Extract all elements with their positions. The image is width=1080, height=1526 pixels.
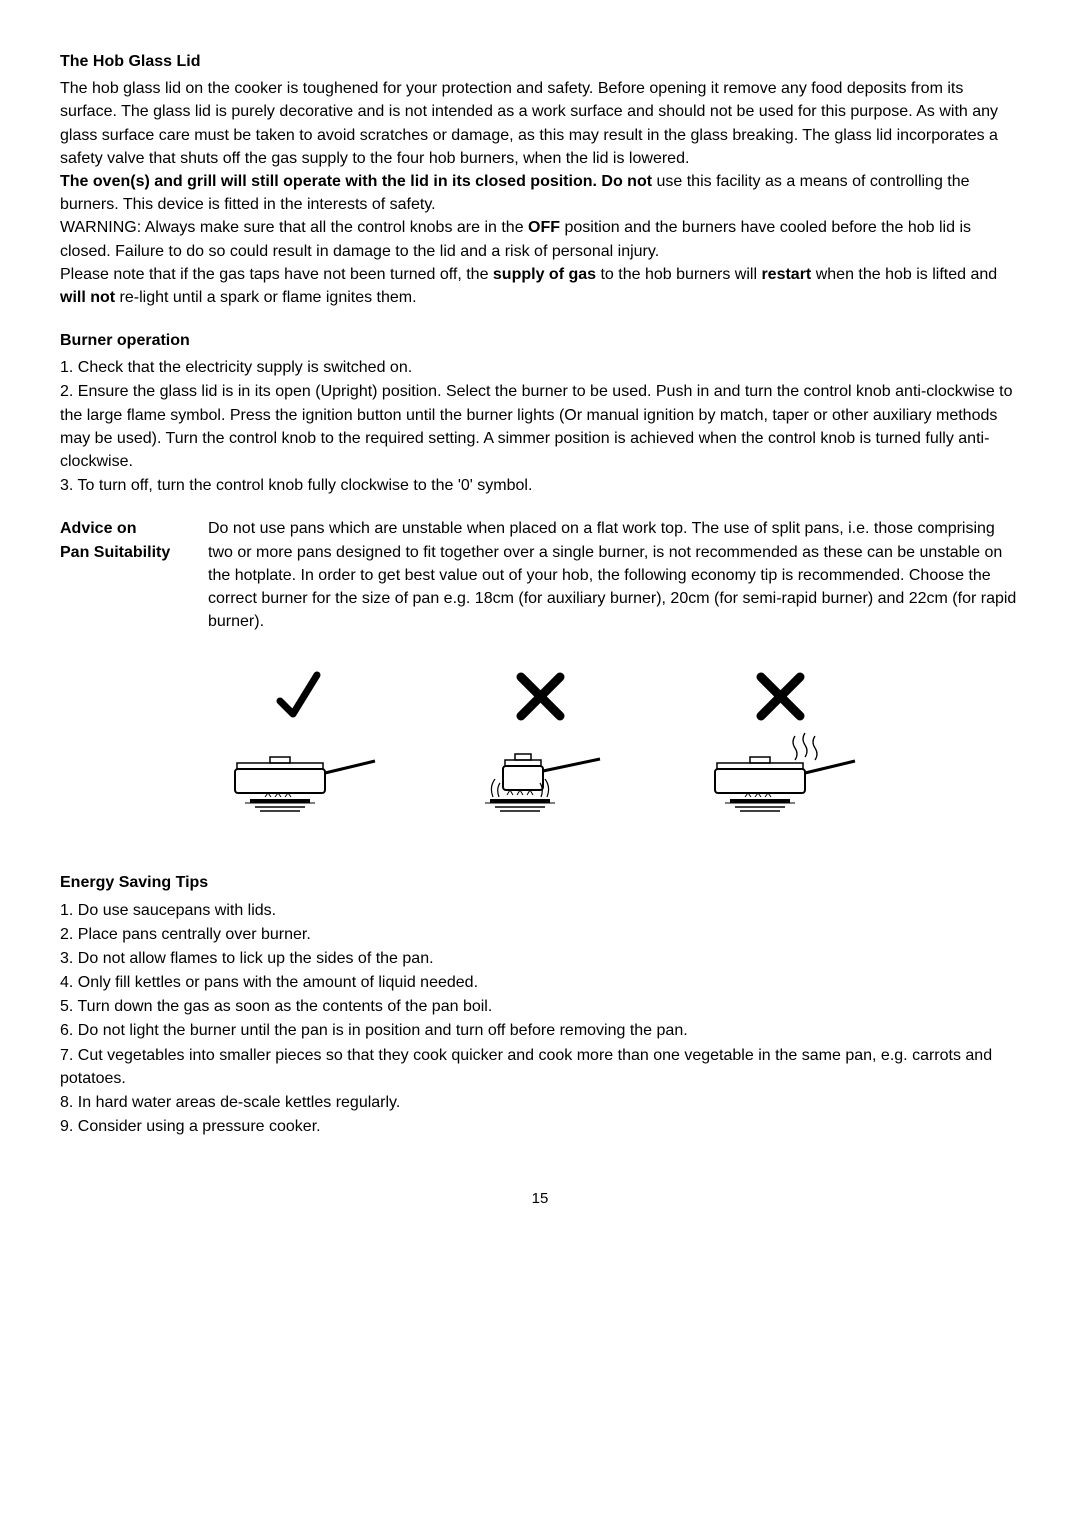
paragraph: WARNING: Always make sure that all the c… (60, 216, 1020, 262)
text-bold: restart (761, 266, 811, 283)
pan-icon (695, 731, 865, 831)
cross-icon (753, 661, 808, 731)
list-item: 1. Check that the electricity supply is … (60, 356, 1020, 379)
hob-glass-lid-section: The Hob Glass Lid The hob glass lid on t… (60, 50, 1020, 309)
heading-line: Pan Suitability (60, 541, 190, 565)
text: Please note that if the gas taps have no… (60, 266, 493, 283)
cross-icon (513, 661, 568, 731)
paragraph: Please note that if the gas taps have no… (60, 263, 1020, 309)
list-item: 6. Do not light the burner until the pan… (60, 1019, 1020, 1042)
pan-correct (215, 661, 385, 831)
list-item: 2. Ensure the glass lid is in its open (… (60, 380, 1020, 473)
paragraph: The hob glass lid on the cooker is tough… (60, 77, 1020, 170)
heading-hob-glass-lid: The Hob Glass Lid (60, 50, 1020, 73)
list-item: 1. Do use saucepans with lids. (60, 899, 1020, 922)
heading-energy-saving: Energy Saving Tips (60, 871, 1020, 894)
paragraph: The oven(s) and grill will still operate… (60, 170, 1020, 216)
heading-line: Advice on (60, 517, 190, 541)
text-bold: will not (60, 289, 115, 306)
page-number: 15 (60, 1188, 1020, 1210)
list-item: 7. Cut vegetables into smaller pieces so… (60, 1044, 1020, 1090)
energy-saving-tips-section: Energy Saving Tips 1. Do use saucepans w… (60, 871, 1020, 1138)
text: when the hob is lifted and (811, 266, 997, 283)
list-item: 4. Only fill kettles or pans with the am… (60, 971, 1020, 994)
check-icon (275, 661, 325, 731)
pan-wrong-narrow (455, 661, 625, 831)
list-item: 5. Turn down the gas as soon as the cont… (60, 995, 1020, 1018)
list-item: 2. Place pans centrally over burner. (60, 923, 1020, 946)
heading-burner-operation: Burner operation (60, 329, 1020, 352)
text: re-light until a spark or flame ignites … (115, 289, 416, 306)
pan-illustration (60, 661, 1020, 831)
paragraph: Do not use pans which are unstable when … (208, 517, 1020, 633)
heading-advice-pan: Advice on Pan Suitability (60, 517, 190, 633)
advice-pan-suitability-section: Advice on Pan Suitability Do not use pan… (60, 517, 1020, 633)
burner-operation-section: Burner operation 1. Check that the elect… (60, 329, 1020, 497)
text: WARNING: Always make sure that all the c… (60, 219, 528, 236)
list-item: 8. In hard water areas de-scale kettles … (60, 1091, 1020, 1114)
text: to the hob burners will (596, 266, 761, 283)
pan-icon (215, 731, 385, 831)
text-bold: supply of gas (493, 266, 596, 283)
list-item: 9. Consider using a pressure cooker. (60, 1115, 1020, 1138)
pan-icon (455, 731, 625, 831)
list-item: 3. To turn off, turn the control knob fu… (60, 474, 1020, 497)
text-bold: OFF (528, 219, 560, 236)
text-bold: The oven(s) and grill will still operate… (60, 173, 656, 190)
pan-wrong-overhang (695, 661, 865, 831)
list-item: 3. Do not allow flames to lick up the si… (60, 947, 1020, 970)
